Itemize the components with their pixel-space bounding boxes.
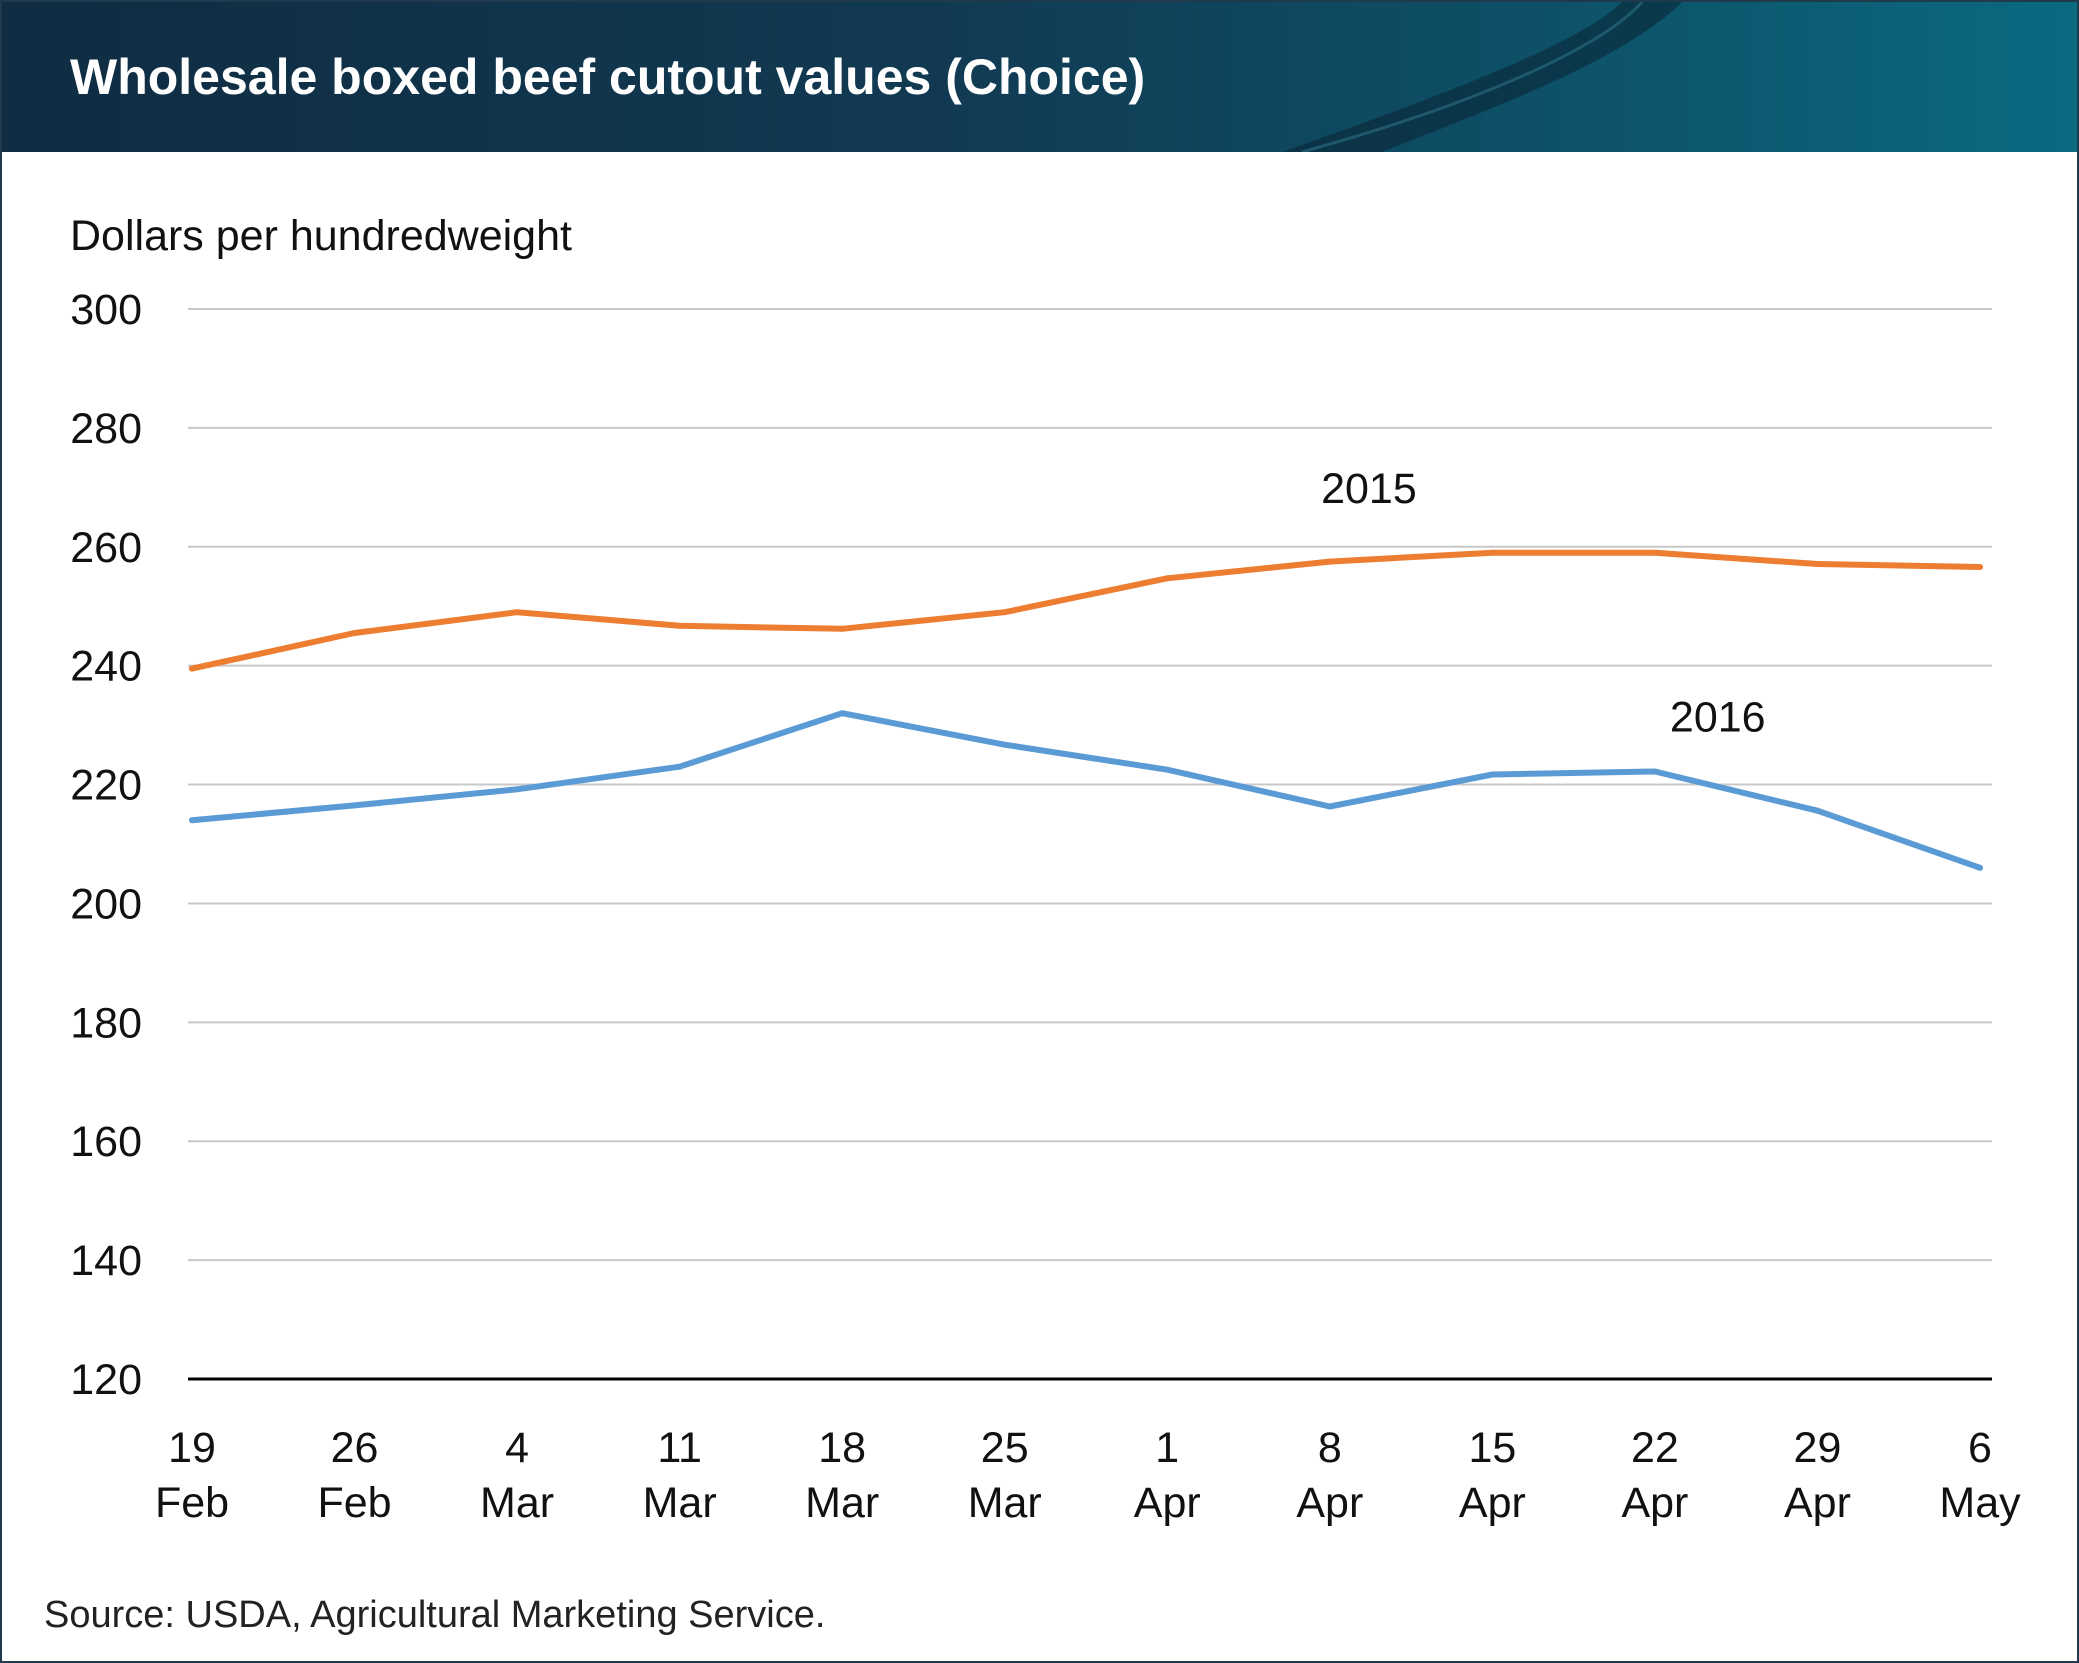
series-label-2016: 2016 [1670, 693, 1766, 741]
y-tick-label: 220 [70, 762, 142, 810]
x-tick-month: Mar [480, 1479, 554, 1527]
x-tick-month: May [1939, 1479, 2021, 1527]
x-tick-day: 22 [1631, 1424, 1679, 1472]
x-tick-day: 11 [657, 1424, 702, 1472]
x-tick-month: Apr [1459, 1479, 1526, 1527]
x-tick-month: Mar [968, 1479, 1042, 1527]
data-point [1489, 549, 1496, 556]
series-label-2015: 2015 [1321, 465, 1417, 513]
data-point [839, 710, 846, 717]
data-point [1001, 609, 1008, 616]
data-point [189, 665, 195, 672]
x-tick-label: 1 Apr [1134, 1424, 1201, 1527]
x-tick-label: 6 May [1939, 1424, 2021, 1527]
x-tick-label: 26 Feb [317, 1424, 391, 1527]
x-tick-day: 15 [1468, 1424, 1516, 1472]
y-tick-label: 240 [70, 643, 142, 691]
x-tick-month: Apr [1784, 1479, 1851, 1527]
y-tick-label: 180 [70, 999, 142, 1047]
data-point [1977, 563, 1983, 570]
x-tick-day: 1 [1155, 1424, 1179, 1472]
data-point [189, 817, 195, 824]
data-point [514, 786, 521, 793]
chart-title: Wholesale boxed beef cutout values (Choi… [70, 49, 1146, 105]
x-tick-month: Apr [1296, 1479, 1363, 1527]
x-tick-month: Apr [1621, 1479, 1688, 1527]
data-point [839, 625, 846, 632]
banner-swoosh [1282, 2, 1682, 152]
x-tick-day: 6 [1968, 1424, 1992, 1472]
y-tick-label: 280 [70, 405, 142, 453]
x-axis-ticks: 19 Feb 26 Feb 4 Mar 11 Mar 18 Mar 25 Mar 1 Apr 8 Apr 15 A… [155, 1424, 2021, 1527]
title-banner: Wholesale boxed beef cutout values (Choi… [2, 2, 2077, 152]
y-axis-ticks: 120 140 160 180 200 220 240 260 280 300 [70, 286, 142, 1404]
x-tick-label: 11 Mar [643, 1424, 717, 1527]
data-point [676, 622, 683, 629]
y-tick-label: 140 [70, 1237, 142, 1285]
data-point [514, 609, 521, 616]
x-tick-month: Feb [317, 1479, 391, 1527]
data-point [1326, 803, 1333, 810]
gridlines [188, 308, 1992, 1381]
y-tick-label: 120 [70, 1356, 142, 1404]
series-lines [189, 549, 1983, 871]
x-tick-day: 26 [331, 1424, 379, 1472]
x-tick-day: 29 [1794, 1424, 1842, 1472]
y-tick-label: 260 [70, 524, 142, 572]
x-tick-day: 8 [1318, 1424, 1342, 1472]
x-tick-month: Mar [805, 1479, 879, 1527]
data-point [1164, 575, 1171, 582]
y-tick-label: 200 [70, 880, 142, 928]
data-point [1164, 766, 1171, 773]
x-tick-label: 25 Mar [968, 1424, 1042, 1527]
data-point [351, 629, 358, 636]
x-tick-month: Feb [155, 1479, 229, 1527]
x-tick-label: 4 Mar [480, 1424, 554, 1527]
data-point [351, 802, 358, 809]
series-labels: 2015 2016 [1321, 465, 1765, 741]
series-line-2016 [189, 710, 1983, 871]
x-tick-day: 19 [168, 1424, 216, 1472]
y-axis-label: Dollars per hundredweight [70, 212, 572, 260]
data-point [1814, 561, 1821, 568]
data-point [1489, 771, 1496, 778]
x-tick-label: 22 Apr [1621, 1424, 1688, 1527]
x-tick-month: Apr [1134, 1479, 1201, 1527]
x-tick-label: 15 Apr [1459, 1424, 1526, 1527]
x-tick-day: 18 [818, 1424, 866, 1472]
data-point [1001, 741, 1008, 748]
x-tick-label: 29 Apr [1784, 1424, 1851, 1527]
y-tick-label: 300 [70, 286, 142, 334]
series-line-2015 [189, 549, 1983, 672]
x-tick-label: 8 Apr [1296, 1424, 1363, 1527]
data-point [1814, 807, 1821, 814]
x-tick-label: 18 Mar [805, 1424, 879, 1527]
data-point [1651, 549, 1658, 556]
data-point [1326, 558, 1333, 565]
x-tick-day: 25 [981, 1424, 1029, 1472]
data-point [676, 763, 683, 770]
data-point [1977, 864, 1983, 871]
source-note: Source: USDA, Agricultural Marketing Ser… [44, 1594, 826, 1636]
data-point [1651, 768, 1658, 775]
x-tick-label: 19 Feb [155, 1424, 229, 1527]
x-tick-day: 4 [505, 1424, 529, 1472]
x-tick-month: Mar [643, 1479, 717, 1527]
y-tick-label: 160 [70, 1118, 142, 1166]
